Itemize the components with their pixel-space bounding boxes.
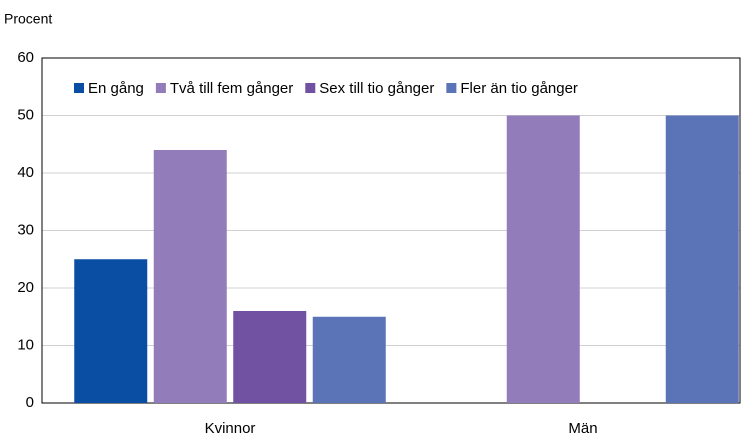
- legend-label: En gång: [88, 80, 144, 97]
- legend-swatch: [305, 83, 316, 93]
- legend-label: Fler än tio gånger: [460, 80, 578, 97]
- y-tick-label: 20: [17, 279, 34, 296]
- legend-swatch: [74, 83, 84, 93]
- bar: [233, 311, 307, 403]
- legend-label: Sex till tio gånger: [319, 80, 434, 97]
- y-tick-label: 50: [17, 106, 34, 123]
- legend-swatch: [446, 83, 457, 93]
- y-tick-label: 30: [17, 221, 34, 238]
- bar: [74, 259, 148, 403]
- y-tick-label: 0: [26, 394, 34, 411]
- legend-swatch: [155, 83, 166, 93]
- legend-label: Två till fem gånger: [170, 80, 293, 97]
- y-tick-label: 10: [17, 336, 34, 353]
- bar: [665, 115, 739, 403]
- bar: [312, 316, 386, 403]
- y-axis-label: Procent: [4, 11, 52, 27]
- y-tick-label: 40: [17, 164, 34, 181]
- bar: [153, 150, 227, 403]
- x-tick-label: Män: [568, 420, 597, 437]
- bar: [506, 115, 580, 403]
- y-tick-label: 60: [17, 49, 34, 66]
- x-tick-label: Kvinnor: [205, 420, 256, 437]
- plot-frame: [41, 57, 741, 404]
